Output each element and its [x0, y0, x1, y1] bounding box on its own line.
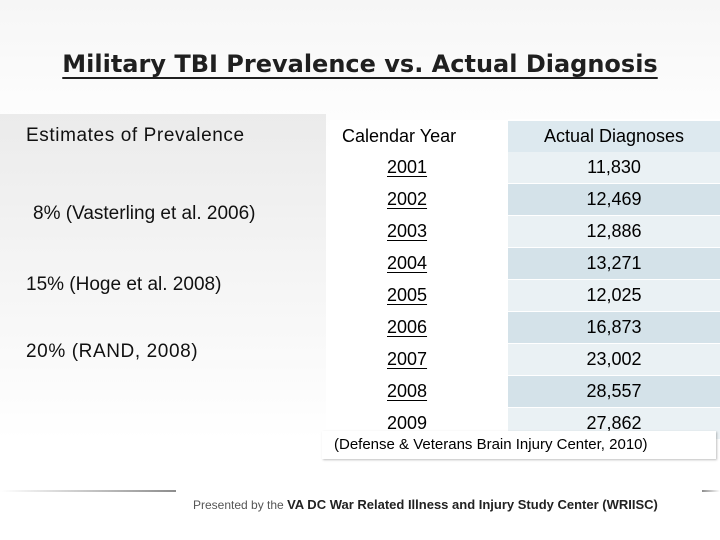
- estimates-heading: Estimates of Prevalence: [26, 125, 245, 146]
- diagnoses-cell: 11,830: [508, 152, 720, 184]
- year-cell: 2003: [387, 221, 428, 241]
- source-citation: (Defense & Veterans Brain Injury Center,…: [322, 431, 716, 459]
- divider-right: [702, 490, 720, 492]
- table-row: 2008 28,557: [330, 375, 720, 408]
- diagnoses-cell: 12,469: [508, 183, 720, 216]
- year-cell: 2009: [387, 413, 428, 433]
- column-header-diagnoses: Actual Diagnoses: [508, 119, 720, 152]
- table-row: 2001 11,830: [330, 152, 720, 184]
- table-row: 2005 12,025: [330, 279, 720, 312]
- diagnoses-cell: 12,025: [508, 279, 720, 312]
- table-row: 2003 12,886: [330, 215, 720, 248]
- year-cell: 2005: [387, 285, 428, 305]
- year-cell: 2004: [387, 253, 428, 273]
- footer-divider: [0, 481, 720, 505]
- estimates-panel: [0, 114, 326, 440]
- year-cell: 2002: [387, 189, 428, 209]
- diagnoses-cell: 16,873: [508, 311, 720, 344]
- table-header-row: Calendar Year Actual Diagnoses: [330, 119, 720, 152]
- diagnoses-table: Calendar Year Actual Diagnoses 2001 11,8…: [330, 119, 720, 439]
- divider-left: [0, 490, 176, 492]
- table-row: 2007 23,002: [330, 343, 720, 376]
- table-row: 2004 13,271: [330, 247, 720, 280]
- column-header-year: Calendar Year: [330, 120, 508, 152]
- slide-title: Military TBI Prevalence vs. Actual Diagn…: [62, 50, 658, 78]
- year-cell: 2001: [387, 157, 428, 177]
- diagnoses-cell: 23,002: [508, 343, 720, 376]
- footer-organization: VA DC War Related Illness and Injury Stu…: [287, 497, 658, 512]
- diagnoses-cell: 28,557: [508, 375, 720, 408]
- diagnoses-cell: 13,271: [508, 247, 720, 280]
- year-cell: 2006: [387, 317, 428, 337]
- year-cell: 2007: [387, 349, 428, 369]
- estimate-item: 20% (RAND, 2008): [26, 341, 199, 362]
- diagnoses-cell: 12,886: [508, 215, 720, 248]
- year-cell: 2008: [387, 381, 428, 401]
- footer-credit: Presented by the VA DC War Related Illne…: [193, 497, 658, 512]
- footer-prefix: Presented by the: [193, 498, 284, 512]
- estimate-item: 8% (Vasterling et al. 2006): [33, 203, 256, 224]
- table-row: 2002 12,469: [330, 183, 720, 216]
- table-row: 2006 16,873: [330, 311, 720, 344]
- estimate-item: 15% (Hoge et al. 2008): [26, 274, 222, 295]
